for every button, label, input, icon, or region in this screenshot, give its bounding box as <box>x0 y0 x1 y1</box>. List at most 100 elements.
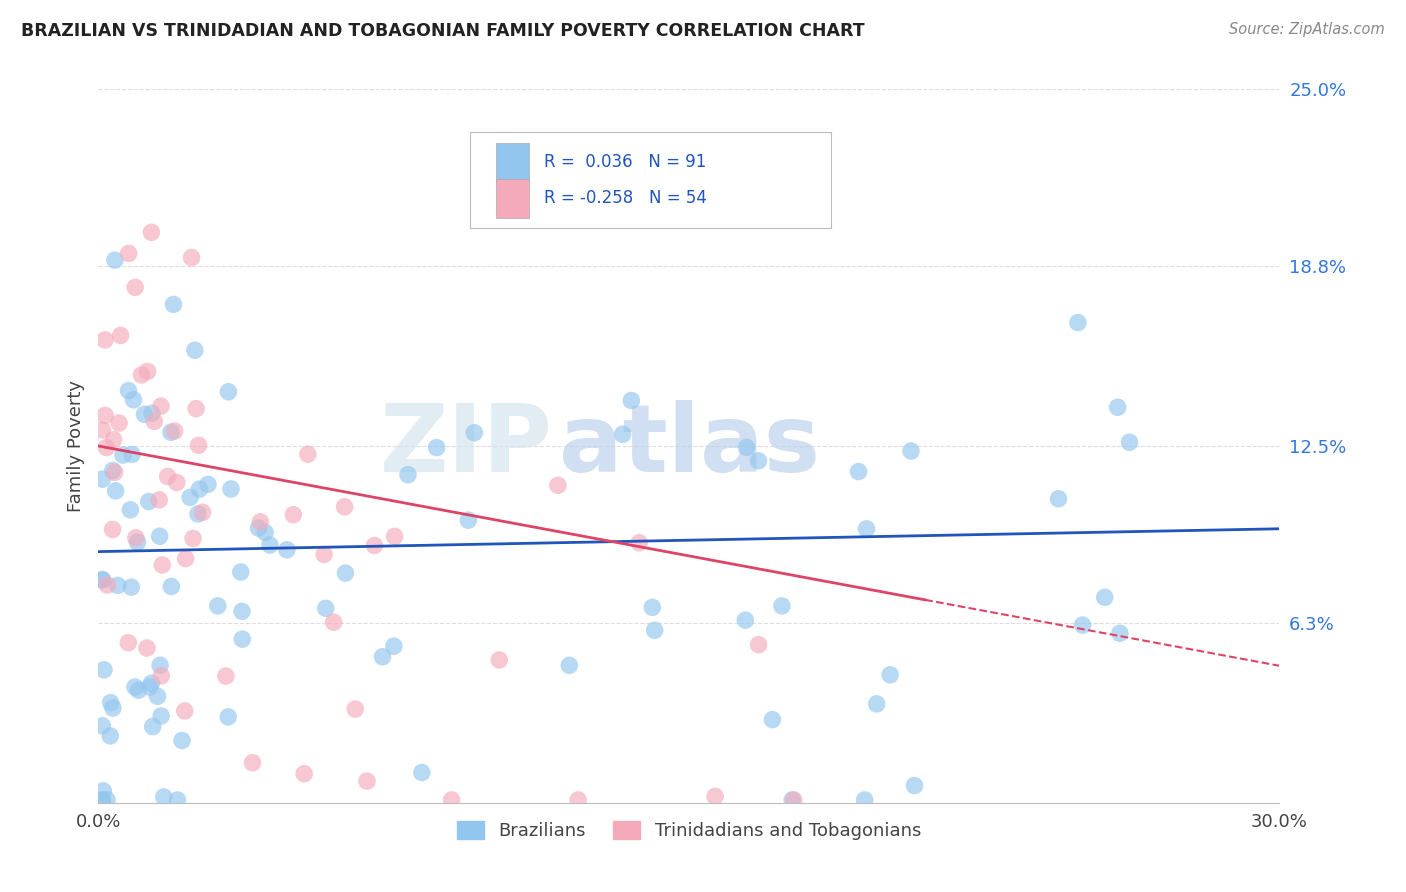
Point <box>149 399 172 413</box>
Point <box>104 483 127 498</box>
Point <box>780 793 803 807</box>
Point <box>124 280 146 294</box>
Point <box>567 793 589 807</box>
Point <box>103 433 125 447</box>
Point <box>217 384 239 399</box>
Point <box>217 710 239 724</box>
Point <box>96 578 118 592</box>
Point <box>146 690 169 704</box>
Point <box>547 478 569 492</box>
Point <box>747 454 769 468</box>
Point <box>761 713 783 727</box>
Point <box>141 225 163 239</box>
Point <box>1107 401 1129 415</box>
Text: R = -0.258   N = 54: R = -0.258 N = 54 <box>544 189 707 207</box>
Point <box>197 477 219 491</box>
Point <box>91 573 114 587</box>
Point <box>188 482 211 496</box>
Point <box>231 604 253 618</box>
Point <box>411 765 433 780</box>
Point <box>207 599 229 613</box>
Point <box>247 521 270 535</box>
Point <box>122 392 145 407</box>
Point <box>96 793 118 807</box>
Point <box>184 401 207 416</box>
Point <box>259 538 281 552</box>
Point <box>149 529 172 543</box>
Text: Source: ZipAtlas.com: Source: ZipAtlas.com <box>1229 22 1385 37</box>
Point <box>117 635 139 649</box>
Point <box>149 658 172 673</box>
Point <box>96 441 118 455</box>
Point <box>93 663 115 677</box>
Point <box>91 784 114 798</box>
Y-axis label: Family Poverty: Family Poverty <box>66 380 84 512</box>
Point <box>363 539 385 553</box>
Point <box>150 558 173 572</box>
Point <box>162 297 184 311</box>
Point <box>191 505 214 519</box>
Point <box>371 649 394 664</box>
Point <box>110 328 132 343</box>
Point <box>1118 435 1140 450</box>
Point <box>91 573 114 587</box>
Point <box>855 522 877 536</box>
Point <box>426 441 449 455</box>
Point <box>879 668 901 682</box>
Point <box>747 638 769 652</box>
Point <box>382 639 405 653</box>
Point <box>91 472 114 486</box>
Point <box>94 409 117 423</box>
Point <box>148 492 170 507</box>
Point <box>91 793 114 807</box>
Point <box>101 701 124 715</box>
Point <box>356 774 378 789</box>
Point <box>283 508 305 522</box>
Point <box>163 424 186 438</box>
Legend: Brazilians, Trinidadians and Tobagonians: Brazilians, Trinidadians and Tobagonians <box>450 814 928 847</box>
Point <box>91 719 114 733</box>
Text: ZIP: ZIP <box>380 400 553 492</box>
FancyBboxPatch shape <box>471 132 831 228</box>
Point <box>166 793 188 807</box>
Point <box>153 789 176 804</box>
Point <box>783 793 806 807</box>
Point <box>463 425 485 440</box>
Point <box>136 364 159 378</box>
Point <box>150 669 173 683</box>
Point <box>254 525 277 540</box>
Point <box>156 469 179 483</box>
Point <box>131 368 153 382</box>
Point <box>142 720 165 734</box>
Point <box>231 632 253 647</box>
Point <box>125 531 148 545</box>
Point <box>344 702 367 716</box>
Point <box>170 733 193 747</box>
Point <box>160 579 183 593</box>
Point <box>173 704 195 718</box>
Point <box>644 624 666 638</box>
Point <box>396 467 419 482</box>
Point <box>138 494 160 508</box>
Point <box>101 523 124 537</box>
Point <box>104 253 127 268</box>
Point <box>276 542 298 557</box>
Point <box>166 475 188 490</box>
Point <box>558 658 581 673</box>
Point <box>174 551 197 566</box>
Point <box>136 640 159 655</box>
Point <box>128 683 150 698</box>
Point <box>735 441 758 455</box>
Point <box>124 680 146 694</box>
Point <box>297 447 319 461</box>
Point <box>704 789 727 804</box>
Point <box>91 793 114 807</box>
Point <box>181 532 204 546</box>
Point <box>853 793 876 807</box>
Point <box>1109 626 1132 640</box>
Point <box>641 600 664 615</box>
Point <box>98 729 121 743</box>
Point <box>101 463 124 477</box>
Point <box>322 615 344 630</box>
Text: BRAZILIAN VS TRINIDADIAN AND TOBAGONIAN FAMILY POVERTY CORRELATION CHART: BRAZILIAN VS TRINIDADIAN AND TOBAGONIAN … <box>21 22 865 40</box>
